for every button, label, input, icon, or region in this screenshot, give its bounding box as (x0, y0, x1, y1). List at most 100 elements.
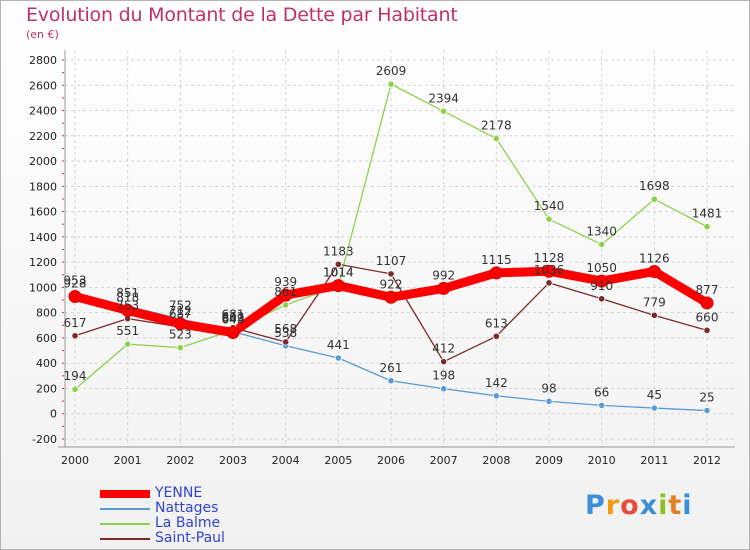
x-tick-label: 2005 (324, 454, 352, 467)
data-label: 953 (64, 273, 87, 287)
data-label: 194 (64, 369, 87, 383)
data-label: 660 (696, 310, 719, 324)
data-label: 877 (696, 283, 719, 297)
data-point (279, 288, 293, 302)
data-label: 523 (169, 328, 192, 342)
data-label: 1036 (534, 263, 565, 277)
data-label: 66 (594, 385, 609, 399)
data-point (440, 385, 448, 393)
legend-label: YENNE (155, 485, 203, 501)
data-label: 818 (116, 290, 139, 304)
data-label: 928 (64, 276, 87, 290)
logo-letter: i (658, 490, 669, 521)
data-point (703, 326, 711, 334)
data-point (334, 260, 342, 268)
y-tick-label: 800 (36, 307, 57, 320)
data-label: 779 (643, 295, 666, 309)
data-label: 1107 (376, 254, 407, 268)
logo-letter: r (605, 490, 621, 521)
x-tick-label: 2002 (166, 454, 194, 467)
data-label: 25 (699, 391, 714, 405)
y-tick-label: 0 (50, 408, 57, 421)
chart-subtitle: (en €) (26, 28, 59, 41)
data-label: 712 (169, 304, 192, 318)
data-point (598, 401, 606, 409)
data-point (71, 332, 79, 340)
data-point (703, 223, 711, 231)
legend-item: La Balme (100, 516, 220, 530)
data-point (545, 215, 553, 223)
y-tick-label: 1000 (29, 281, 57, 294)
data-label: 1481 (692, 207, 723, 221)
data-label: 910 (590, 279, 613, 293)
data-label: 2394 (428, 91, 459, 105)
data-label: 1050 (586, 261, 617, 275)
y-tick-label: 2000 (29, 155, 57, 168)
data-point (650, 311, 658, 319)
data-point (647, 264, 661, 278)
data-point (282, 301, 290, 309)
data-point (545, 397, 553, 405)
data-label: 142 (485, 376, 508, 390)
y-tick-label: 2800 (29, 54, 57, 67)
y-tick-label: 200 (36, 382, 57, 395)
data-point (492, 332, 500, 340)
data-label: 1340 (586, 224, 617, 238)
data-label: 1014 (323, 266, 354, 280)
logo-letter: x (639, 490, 659, 521)
data-label: 551 (116, 324, 139, 338)
data-label: 1698 (639, 179, 670, 193)
data-label: 681 (222, 308, 245, 322)
data-label: 412 (432, 342, 455, 356)
data-label: 687 (169, 307, 192, 321)
logo-letter: o (620, 490, 640, 521)
data-label: 992 (432, 268, 455, 282)
data-label: 649 (222, 312, 245, 326)
data-point (492, 392, 500, 400)
legend-item: YENNE (100, 485, 203, 501)
y-tick-label: 600 (36, 332, 57, 345)
data-label: 538 (274, 326, 297, 340)
y-tick-label: 1600 (29, 206, 57, 219)
data-point (492, 134, 500, 143)
y-tick-label: -200 (32, 433, 57, 446)
x-tick-label: 2000 (61, 454, 89, 467)
data-point (595, 274, 609, 288)
data-point (440, 107, 448, 115)
proxiti-logo: Proxiti (585, 490, 693, 521)
data-label: 643 (222, 313, 245, 327)
data-label: 753 (116, 299, 139, 313)
y-tick-label: 2200 (29, 130, 57, 143)
data-point (331, 279, 345, 293)
data-label: 198 (432, 369, 455, 383)
data-point (545, 279, 553, 287)
data-point (387, 270, 395, 278)
data-label: 1540 (534, 199, 565, 213)
x-tick-label: 2006 (377, 454, 405, 467)
legend-swatch (100, 508, 150, 510)
y-tick-label: 2400 (29, 105, 57, 118)
x-tick-label: 2004 (272, 454, 300, 467)
data-point (226, 326, 240, 340)
data-label: 662 (222, 310, 245, 324)
data-label: 1183 (323, 244, 354, 258)
legend-swatch (100, 490, 150, 498)
data-label: 45 (647, 388, 662, 402)
legend-label: Saint-Paul (155, 530, 225, 546)
chart-title: Evolution du Montant de la Dette par Hab… (26, 4, 458, 26)
data-label: 2609 (376, 64, 407, 78)
data-label: 98 (541, 381, 556, 395)
data-label: 861 (274, 285, 297, 299)
y-tick-label: 1200 (29, 256, 57, 269)
data-point (68, 289, 82, 303)
x-tick-label: 2008 (482, 454, 510, 467)
data-point (650, 404, 658, 412)
legend-item: Saint-Paul (100, 530, 225, 546)
data-point (542, 264, 556, 278)
x-tick-label: 2010 (588, 454, 616, 467)
data-label: 568 (274, 322, 297, 336)
logo-letter: t (668, 490, 683, 521)
logo-letter: P (585, 490, 606, 521)
data-label: 1014 (323, 266, 354, 280)
